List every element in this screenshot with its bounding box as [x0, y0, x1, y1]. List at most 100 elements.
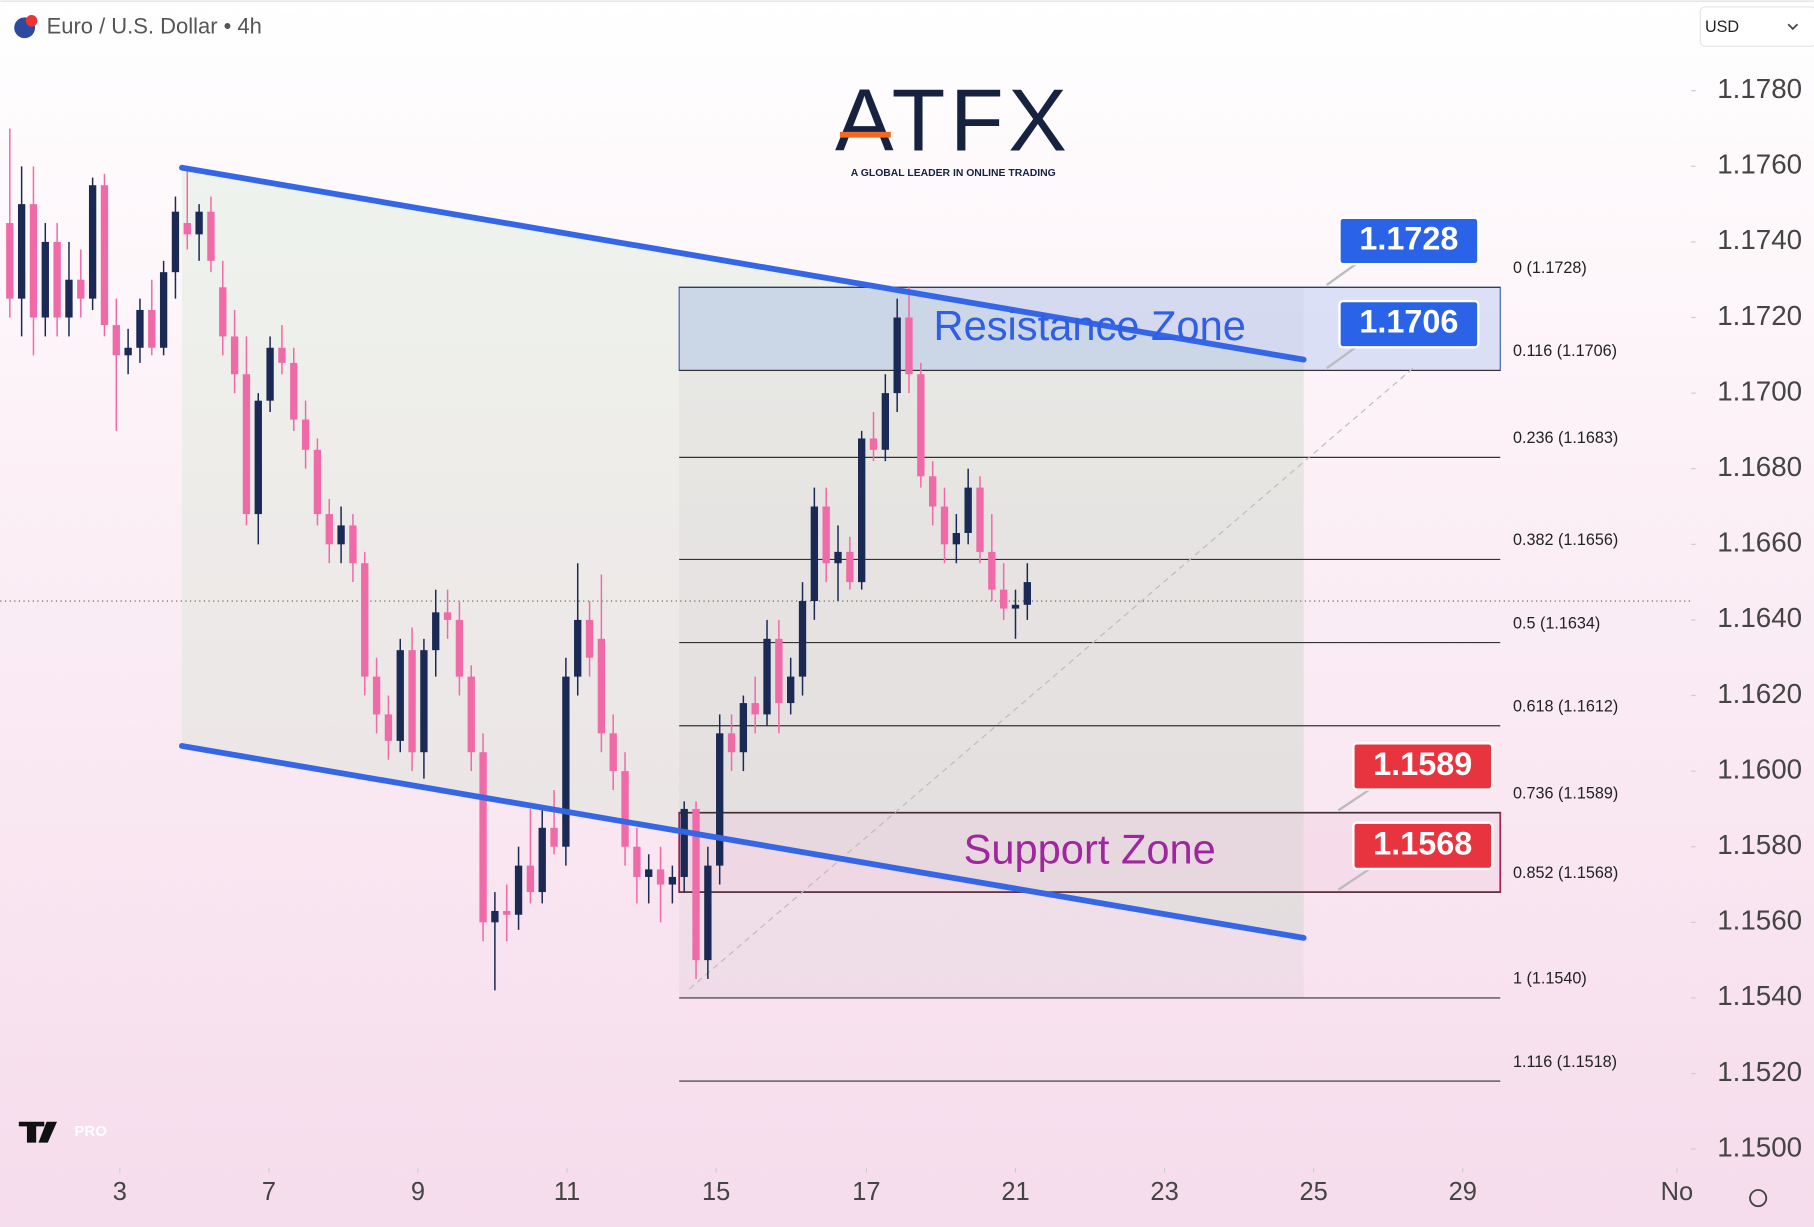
fib-label: 0.382 (1.1656): [1513, 531, 1618, 549]
candle-body: [290, 362, 298, 420]
x-tick-label: No: [1661, 1178, 1694, 1206]
candle-body: [53, 241, 61, 318]
callout-box: [1352, 742, 1494, 791]
fib-label: 1 (1.1540): [1513, 970, 1587, 988]
x-tick-label: 3: [113, 1178, 127, 1206]
candle-body: [514, 865, 523, 915]
logo: ATFX: [835, 70, 1072, 169]
candle-body: [278, 347, 286, 363]
candle-body: [645, 869, 653, 877]
candle-body: [1011, 604, 1020, 609]
candle-body: [17, 204, 26, 299]
candle-body: [6, 223, 14, 299]
candle-body: [503, 910, 511, 915]
candle-body: [526, 865, 535, 893]
candle-body: [77, 279, 85, 299]
candle-body: [905, 317, 913, 375]
callout-pointer: [1337, 788, 1371, 812]
candle-body: [455, 619, 464, 677]
candle-body: [787, 676, 795, 704]
fib-label: 1.116 (1.1518): [1513, 1053, 1617, 1071]
candle-body: [822, 506, 830, 564]
candle-body: [219, 287, 227, 337]
candle-body: [763, 638, 771, 715]
fib-label: 0.736 (1.1589): [1513, 784, 1618, 802]
x-tick-label: 11: [554, 1178, 580, 1206]
callout-box: [1338, 299, 1480, 349]
candle-body: [869, 438, 878, 450]
candle-body: [810, 506, 819, 602]
y-tick-label: 1.1640: [1717, 602, 1802, 633]
y-tick-label: 1.1600: [1717, 753, 1802, 784]
candle-body: [680, 808, 688, 877]
y-tick-label: 1.1700: [1717, 375, 1802, 406]
candle-body: [716, 733, 724, 866]
candle-body: [325, 514, 333, 545]
candle-body: [313, 449, 322, 515]
candle-body: [195, 211, 203, 235]
candle-body: [242, 374, 251, 515]
candle-body: [420, 650, 428, 753]
callout-label: 1.1706: [1359, 304, 1458, 340]
zone-label: Resistance Zone: [934, 302, 1246, 349]
candle-body: [479, 752, 487, 923]
callout-pointer: [1337, 867, 1371, 891]
settings-icon[interactable]: [1749, 1189, 1768, 1208]
candle-body: [88, 185, 97, 299]
candle-body: [467, 676, 475, 753]
candle-body: [798, 601, 807, 677]
candle-body: [846, 551, 854, 583]
pro-label: PRO: [74, 1123, 107, 1140]
symbol-title: Euro / U.S. Dollar • 4h: [47, 14, 262, 39]
chevron: [1787, 23, 1799, 31]
x-tick-label: 17: [852, 1178, 880, 1206]
candle-body: [858, 438, 866, 583]
candle-body: [207, 211, 215, 261]
currency-select[interactable]: [1699, 6, 1814, 47]
candle-body: [361, 563, 369, 677]
y-tick-label: 1.1580: [1717, 829, 1802, 860]
callout-box: [1338, 216, 1480, 266]
candle-body: [704, 865, 712, 961]
candle-body: [999, 589, 1008, 609]
candle-body: [372, 676, 381, 715]
candle-body: [183, 223, 191, 235]
candle-body: [29, 204, 38, 318]
candle-body: [230, 336, 239, 375]
channel-lower: [179, 743, 1307, 941]
candle-body: [775, 638, 783, 704]
candle-body: [41, 241, 49, 318]
y-tick-label: 1.1740: [1717, 224, 1802, 255]
candle-body: [964, 487, 972, 533]
fib-label: 0.618 (1.1612): [1513, 698, 1618, 716]
candle-body: [65, 279, 73, 318]
fib-label: 0.116 (1.1706): [1513, 342, 1617, 360]
candle-body: [562, 676, 570, 847]
currency-label: USD: [1705, 18, 1739, 36]
candle-body: [751, 703, 759, 715]
candle-body: [408, 650, 416, 753]
candle-body: [976, 487, 984, 552]
candle-body: [609, 733, 617, 772]
candle-body: [656, 869, 665, 885]
candle-body: [148, 309, 156, 348]
callout-pointer: [1326, 346, 1357, 370]
candle-body: [538, 827, 546, 893]
candle-body: [171, 211, 180, 273]
candle-body: [834, 551, 842, 564]
fib-label: 0 (1.1728): [1513, 259, 1587, 277]
candle-body: [988, 551, 996, 590]
candle-body: [739, 703, 748, 753]
fib-label: 0.236 (1.1683): [1513, 429, 1618, 447]
candle-body: [1023, 582, 1031, 605]
candle-body: [668, 876, 677, 885]
candle-body: [349, 525, 357, 564]
candle-body: [621, 771, 629, 847]
fib-label: 0.852 (1.1568): [1513, 864, 1618, 882]
candle-body: [597, 638, 606, 734]
channel-fill: [181, 167, 1304, 938]
candle-body: [893, 317, 901, 394]
flag-icon-us: [25, 15, 38, 27]
candle-body: [917, 374, 925, 477]
